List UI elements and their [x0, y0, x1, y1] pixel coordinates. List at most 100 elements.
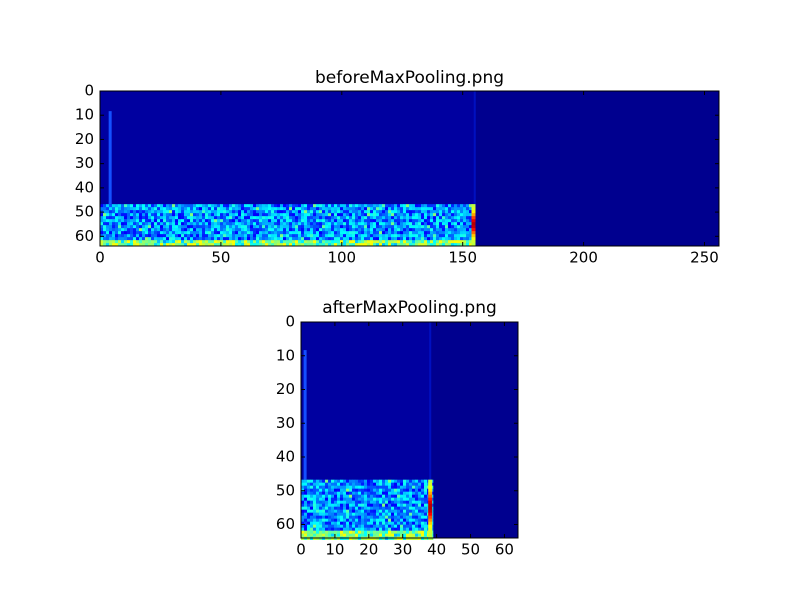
- image-cell: [112, 234, 116, 238]
- image-cell: [274, 222, 278, 226]
- image-cell: [343, 533, 347, 537]
- image-cell: [304, 243, 308, 247]
- image-cell: [418, 512, 422, 516]
- image-cell: [169, 210, 173, 214]
- image-cell: [325, 210, 329, 214]
- image-cell: [421, 213, 425, 217]
- image-cell: [142, 234, 146, 238]
- image-cell: [172, 240, 176, 244]
- image-cell: [232, 225, 236, 229]
- image-cell: [115, 240, 119, 244]
- image-cell: [316, 521, 320, 525]
- image-cell: [436, 240, 440, 244]
- image-cell: [382, 243, 386, 247]
- image-cell: [334, 530, 338, 534]
- image-cell: [355, 485, 359, 489]
- image-cell: [145, 237, 149, 241]
- image-cell: [322, 515, 326, 519]
- image-cell: [283, 237, 287, 241]
- image-cell: [280, 207, 284, 211]
- image-cell: [334, 219, 338, 223]
- image-cell: [199, 216, 203, 220]
- image-cell: [238, 213, 242, 217]
- image-cell: [157, 216, 161, 220]
- image-cell: [145, 243, 149, 247]
- image-cell: [409, 237, 413, 241]
- image-cell: [427, 213, 431, 217]
- image-cell: [220, 219, 224, 223]
- image-cell: [214, 234, 218, 238]
- image-cell: [295, 219, 299, 223]
- image-cell: [376, 210, 380, 214]
- image-cell: [397, 237, 401, 241]
- image-cell: [130, 216, 134, 220]
- image-cell: [313, 243, 317, 247]
- image-cell: [373, 225, 377, 229]
- image-cell: [343, 237, 347, 241]
- image-cell: [409, 521, 413, 525]
- image-cell: [346, 216, 350, 220]
- image-cell: [334, 479, 338, 483]
- image-cell: [109, 228, 113, 232]
- image-cell: [103, 222, 107, 226]
- image-cell: [391, 210, 395, 214]
- image-cell: [391, 518, 395, 522]
- image-cell: [394, 210, 398, 214]
- image-cell: [394, 524, 398, 528]
- image-cell: [445, 231, 449, 235]
- image-cell: [358, 479, 362, 483]
- image-cell: [319, 482, 323, 486]
- image-cell: [172, 216, 176, 220]
- image-cell: [226, 228, 230, 232]
- image-cell: [340, 234, 344, 238]
- image-cell: [301, 228, 305, 232]
- image-cell: [316, 482, 320, 486]
- image-cell: [346, 497, 350, 501]
- image-cell: [310, 506, 314, 510]
- image-cell: [424, 237, 428, 241]
- image-cell: [256, 243, 260, 247]
- image-cell: [424, 234, 428, 238]
- image-cell: [418, 494, 422, 498]
- image-cell: [118, 207, 122, 211]
- image-cell: [127, 222, 131, 226]
- image-cell: [109, 231, 113, 235]
- image-cell: [301, 234, 305, 238]
- image-cell: [304, 231, 308, 235]
- image-cell: [466, 210, 470, 214]
- image-cell: [406, 243, 410, 247]
- image-cell: [352, 518, 356, 522]
- image-cell: [151, 237, 155, 241]
- image-cell: [319, 231, 323, 235]
- image-cell: [397, 222, 401, 226]
- image-cell: [307, 237, 311, 241]
- image-cell: [367, 222, 371, 226]
- image-cell: [289, 210, 293, 214]
- image-cell: [397, 243, 401, 247]
- image-cell: [409, 234, 413, 238]
- image-cell: [268, 204, 272, 208]
- image-cell: [415, 216, 419, 220]
- image-cell: [286, 219, 290, 223]
- image-hot-edge: [471, 228, 476, 232]
- image-cell: [400, 530, 404, 534]
- image-cell: [457, 204, 461, 208]
- image-cell: [244, 219, 248, 223]
- image-cell: [286, 216, 290, 220]
- image-cell: [460, 240, 464, 244]
- image-cell: [304, 515, 308, 519]
- image-cell: [436, 207, 440, 211]
- image-cell: [334, 524, 338, 528]
- axes-frame: [99, 90, 720, 247]
- image-cell: [415, 491, 419, 495]
- image-cell: [298, 228, 302, 232]
- image-cell: [304, 494, 308, 498]
- image-cell: [304, 509, 308, 513]
- image-cell: [208, 219, 212, 223]
- image-cell: [388, 228, 392, 232]
- image-cell: [160, 216, 164, 220]
- image-cell: [382, 527, 386, 531]
- image-cell: [232, 237, 236, 241]
- image-cell: [148, 225, 152, 229]
- image-cell: [430, 228, 434, 232]
